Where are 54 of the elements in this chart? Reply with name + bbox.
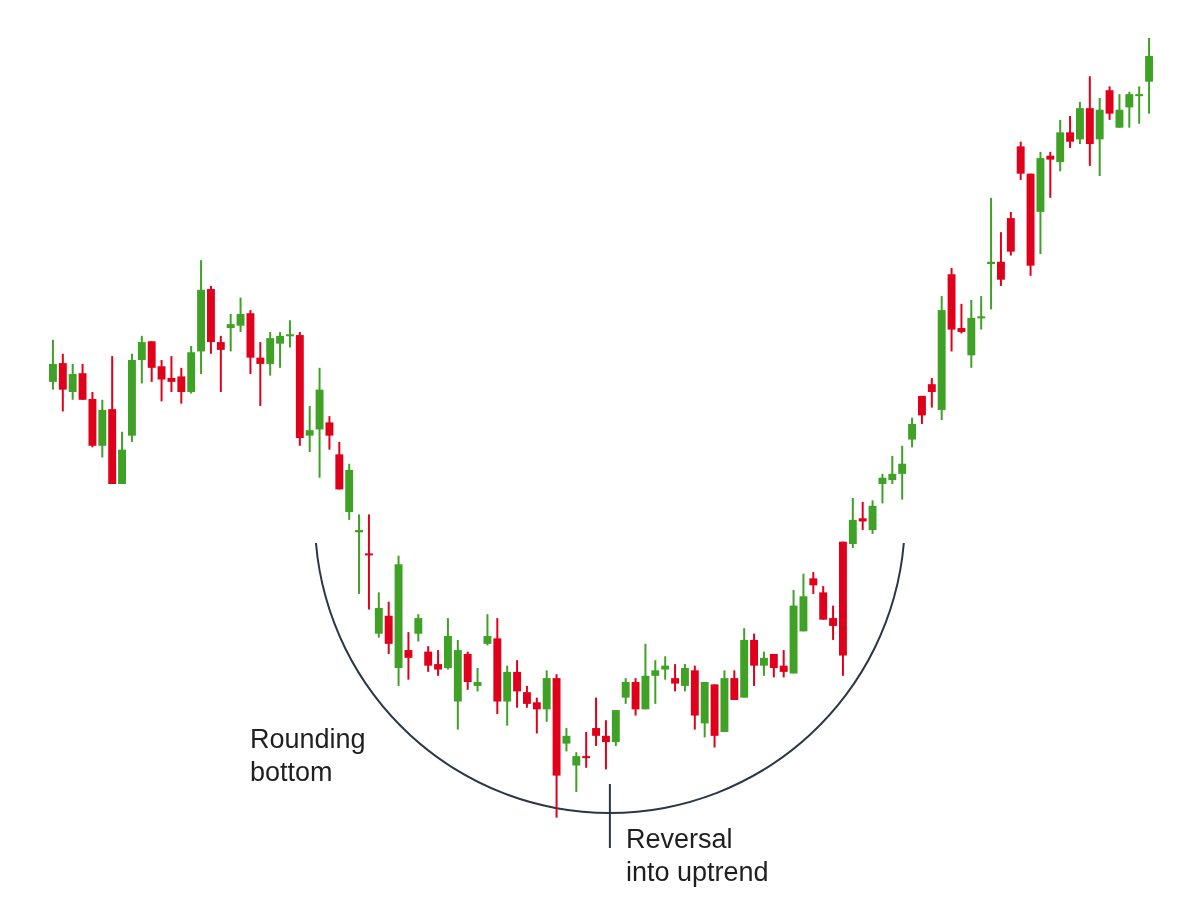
- candlestick: [671, 663, 680, 693]
- candlestick: [680, 663, 689, 693]
- candlestick: [216, 334, 225, 393]
- candlestick: [473, 667, 482, 693]
- candlestick: [809, 571, 818, 595]
- candlestick: [730, 669, 739, 701]
- candlestick: [829, 604, 838, 641]
- candlestick: [592, 696, 601, 747]
- candlestick: [522, 684, 531, 709]
- candlestick: [285, 319, 294, 349]
- candlestick: [878, 472, 887, 505]
- candlestick: [305, 405, 314, 454]
- candlestick: [236, 296, 245, 333]
- candlestick: [68, 362, 77, 401]
- candlestick: [1105, 85, 1114, 121]
- text: Reversal into uptrend: [626, 824, 769, 887]
- candlestick: [927, 376, 936, 409]
- candlestick: [177, 366, 186, 405]
- candlestick: [779, 649, 788, 679]
- candlestick: [48, 338, 57, 391]
- candlestick: [226, 313, 235, 353]
- annotation: Rounding bottom: [250, 724, 366, 787]
- candlestick: [364, 513, 373, 611]
- candlestick: [917, 394, 926, 425]
- candlestick: [424, 645, 433, 673]
- candlestick: [601, 719, 610, 771]
- candlestick: [908, 416, 917, 449]
- candlestick: [996, 231, 1005, 287]
- candlestick: [1135, 85, 1144, 125]
- candlestick: [977, 295, 986, 331]
- candlestick: [651, 659, 660, 705]
- candlestick: [1125, 90, 1134, 129]
- candlestick: [1115, 93, 1124, 129]
- candlestick: [483, 613, 492, 647]
- candlestick: [562, 727, 571, 753]
- candlestick: [532, 696, 541, 735]
- candlestick: [858, 500, 867, 531]
- candlestick: [276, 330, 285, 369]
- candlestick: [414, 613, 423, 643]
- candlestick: [1046, 150, 1055, 199]
- candlestick: [137, 334, 146, 385]
- candlestick: [256, 341, 265, 408]
- candlestick: [898, 444, 907, 501]
- candlestick: [513, 659, 522, 709]
- candlestick: [888, 454, 897, 485]
- candlestick: [434, 649, 443, 677]
- candlestick: [572, 751, 581, 793]
- candlestick: [404, 631, 413, 681]
- candlestick: [1066, 114, 1075, 149]
- candlestick: [621, 677, 630, 705]
- candlestick: [661, 655, 670, 681]
- candlestick: [759, 650, 768, 677]
- candlestick: [325, 415, 334, 451]
- candlestick: [582, 730, 591, 769]
